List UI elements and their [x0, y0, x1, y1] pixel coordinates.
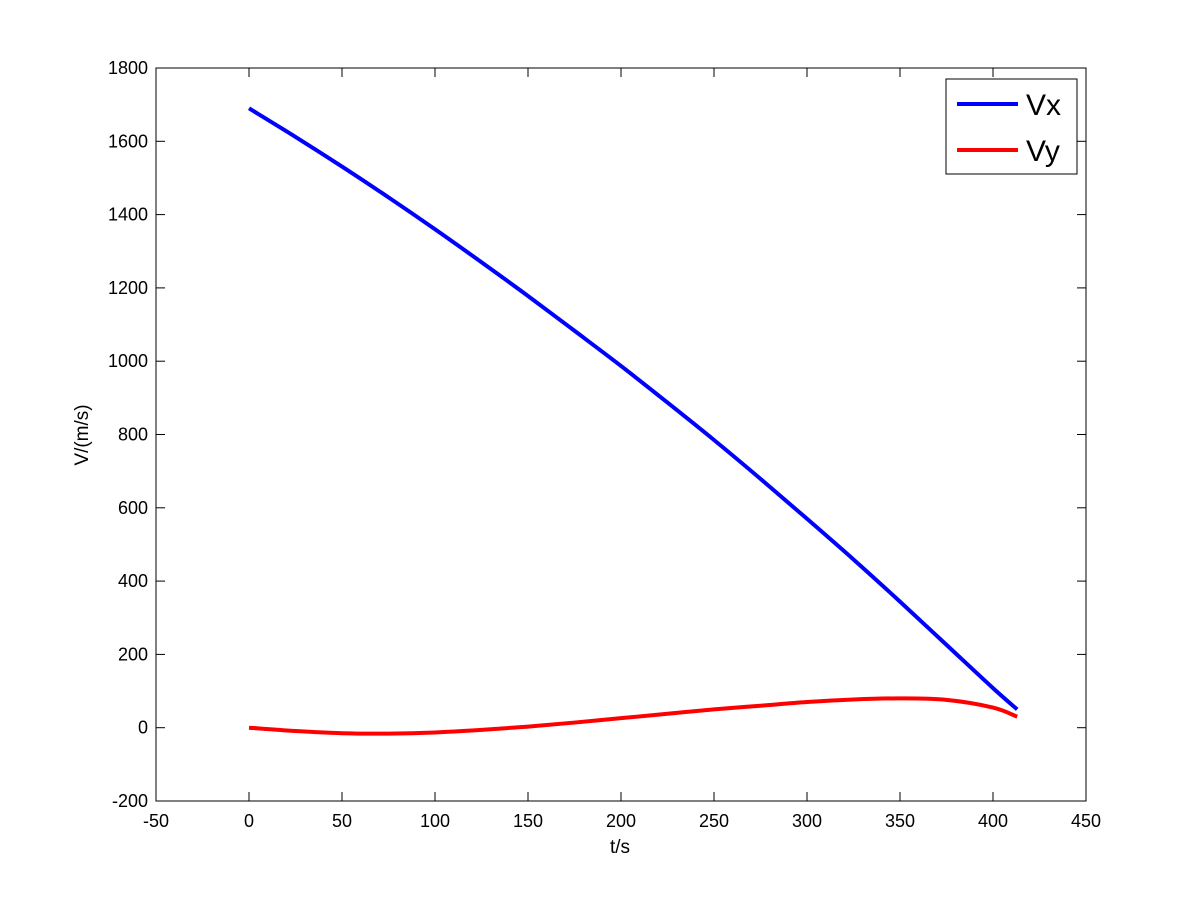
y-tick-label: -200: [112, 791, 148, 811]
x-tick-label: 300: [792, 811, 822, 831]
y-tick-label: 800: [118, 425, 148, 445]
x-tick-label: 450: [1071, 811, 1101, 831]
x-tick-label: 400: [978, 811, 1008, 831]
legend-label-vx: Vx: [1026, 89, 1061, 122]
legend: Vx Vy: [945, 78, 1078, 175]
x-tick-label: 100: [420, 811, 450, 831]
plot-area: [155, 67, 1087, 802]
y-tick-label: 0: [138, 718, 148, 738]
y-tick-label: 1000: [108, 351, 148, 371]
y-tick-label: 200: [118, 644, 148, 664]
x-tick-label: 0: [244, 811, 254, 831]
x-tick-label: 350: [885, 811, 915, 831]
legend-box: [945, 78, 1078, 175]
series-line-vx: [247, 106, 1019, 711]
y-tick-label: 1800: [108, 58, 148, 78]
x-tick-label: 50: [332, 811, 352, 831]
y-axis-title: V/(m/s): [72, 404, 93, 465]
x-tick-label: -50: [143, 811, 169, 831]
x-tick-label: 250: [699, 811, 729, 831]
y-tick-label: 1600: [108, 131, 148, 151]
y-tick-label: 1200: [108, 278, 148, 298]
y-tick-label: 1400: [108, 205, 148, 225]
legend-label-vy: Vy: [1026, 135, 1060, 168]
x-axis-title: t/s: [610, 837, 630, 858]
series-lines: [247, 106, 1019, 736]
x-axis-ticks: -50 0 50 100 150 200 250 300 350 400 450: [143, 68, 1101, 831]
x-tick-label: 200: [606, 811, 636, 831]
y-axis-ticks: -200 0 200 400 600 800 1000 1200 1400 1600 1800: [108, 58, 1086, 811]
x-tick-label: 150: [513, 811, 543, 831]
y-tick-label: 600: [118, 498, 148, 518]
series-line-vy: [248, 696, 1018, 736]
y-tick-label: 400: [118, 571, 148, 591]
